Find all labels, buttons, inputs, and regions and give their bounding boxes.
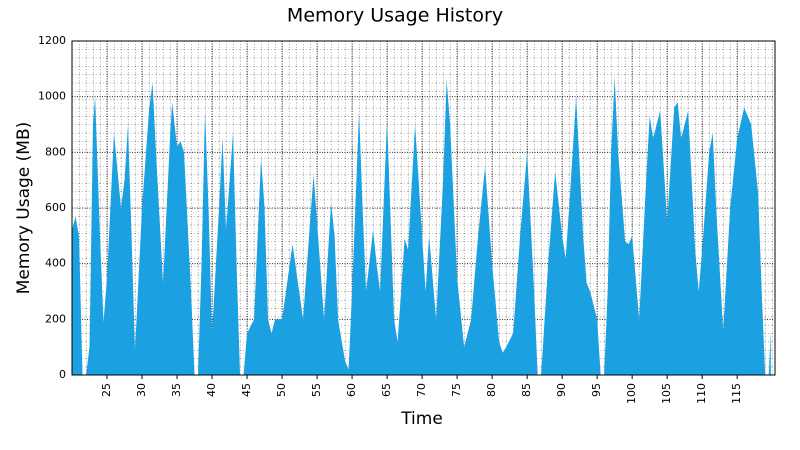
x-tick-label: 115 [730, 383, 743, 404]
x-tick-label: 45 [240, 383, 253, 397]
x-tick-label: 110 [695, 383, 708, 404]
y-axis-label: Memory Usage (MB) [14, 122, 34, 295]
x-tick-label: 100 [625, 383, 638, 404]
y-tick-label: 800 [45, 145, 66, 158]
x-tick-label: 50 [275, 383, 288, 397]
x-tick-label: 60 [345, 383, 358, 397]
y-tick-label: 1200 [38, 34, 66, 47]
x-tick-label: 35 [170, 383, 183, 397]
y-tick-label: 600 [45, 201, 66, 214]
x-tick-label: 25 [100, 383, 113, 397]
x-tick-label: 55 [310, 383, 323, 397]
x-tick-label: 75 [450, 383, 463, 397]
x-tick-label: 95 [590, 383, 603, 397]
y-tick-label: 200 [45, 312, 66, 325]
x-tick-label: 40 [205, 383, 218, 397]
x-tick-label: 30 [135, 383, 148, 397]
x-tick-label: 80 [485, 383, 498, 397]
x-tick-label: 70 [415, 383, 428, 397]
y-tick-label: 1000 [38, 90, 66, 103]
x-tick-label: 65 [380, 383, 393, 397]
y-tick-label: 400 [45, 257, 66, 270]
x-tick-label: 90 [555, 383, 568, 397]
y-tick-label: 0 [59, 368, 66, 381]
x-axis-label: Time [400, 409, 443, 429]
chart-title: Memory Usage History [287, 5, 503, 27]
plot-frame [71, 40, 776, 376]
x-tick-label: 85 [520, 383, 533, 397]
x-tick-label: 105 [660, 383, 673, 404]
area [72, 77, 771, 375]
